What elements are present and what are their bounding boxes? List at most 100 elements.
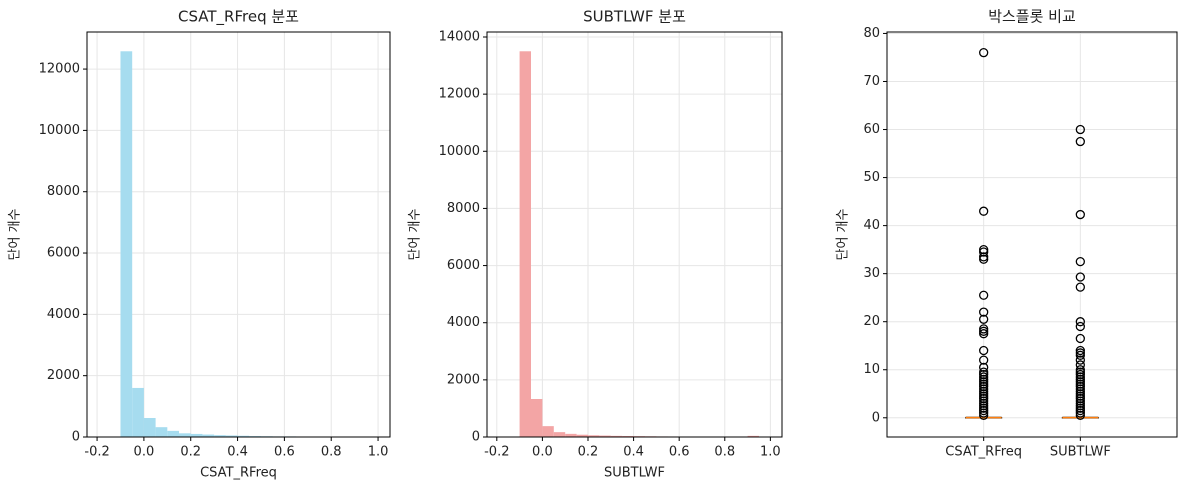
histogram-bar xyxy=(553,432,566,437)
y-tick-label: 10 xyxy=(863,362,880,377)
histogram-bar xyxy=(237,435,250,437)
y-tick-label: 0 xyxy=(72,430,80,445)
histogram-bar xyxy=(179,433,191,437)
y-tick-label: 2000 xyxy=(47,368,80,383)
outlier xyxy=(1075,348,1085,358)
y-tick-label: 12000 xyxy=(39,62,80,77)
x-tick-label: 1.0 xyxy=(368,445,389,460)
outlier xyxy=(1075,391,1085,401)
axes-frame xyxy=(86,31,391,438)
y-tick-label: 4000 xyxy=(447,315,480,330)
outlier xyxy=(1075,282,1085,292)
outlier xyxy=(979,393,989,404)
outlier xyxy=(1075,396,1085,406)
outlier xyxy=(1075,372,1085,382)
x-tick-label: 0.6 xyxy=(669,445,690,460)
outlier xyxy=(1075,405,1085,416)
outlier xyxy=(979,408,989,418)
outlier xyxy=(979,324,989,334)
histogram-bar xyxy=(202,434,215,437)
outlier xyxy=(1075,360,1085,370)
histogram-bar xyxy=(530,399,543,437)
outlier xyxy=(979,405,989,416)
histogram-bar xyxy=(576,434,588,437)
outlier xyxy=(979,367,989,377)
chart-title: SUBTLWF 분포 xyxy=(583,8,686,26)
y-tick-label: 20 xyxy=(863,314,880,329)
outlier xyxy=(1075,350,1085,360)
axes-frame xyxy=(486,31,783,438)
y-tick-label: 14000 xyxy=(439,30,480,45)
x-tick-label: 0.8 xyxy=(321,445,342,460)
x-tick-label: 0.4 xyxy=(623,445,644,460)
histogram-bar xyxy=(599,435,611,437)
outlier xyxy=(1075,256,1085,267)
outlier xyxy=(979,381,989,392)
x-axis-label: SUBTLWF xyxy=(604,466,665,481)
outlier xyxy=(979,379,989,389)
outlier xyxy=(1075,384,1085,394)
outlier xyxy=(979,290,989,300)
outlier xyxy=(1075,272,1085,282)
x-tick-label: -0.2 xyxy=(484,445,509,460)
outlier xyxy=(1075,401,1085,411)
x-tick-label: 0.2 xyxy=(578,445,599,460)
y-tick-label: 50 xyxy=(863,170,880,185)
y-tick-label: 6000 xyxy=(447,258,480,273)
outlier xyxy=(1075,209,1085,220)
chart-title: 박스플롯 비교 xyxy=(988,8,1076,26)
histogram-bar xyxy=(155,427,168,437)
x-axis-label: CSAT_RFreq xyxy=(200,466,277,481)
outlier xyxy=(979,48,989,58)
outlier xyxy=(979,386,989,397)
outlier xyxy=(979,391,989,401)
outlier xyxy=(979,206,989,216)
outlier xyxy=(979,398,989,409)
outlier xyxy=(979,345,989,356)
histogram-bar xyxy=(542,426,554,437)
outlier xyxy=(979,389,989,399)
outlier xyxy=(979,244,989,255)
outlier xyxy=(979,355,989,365)
outlier xyxy=(979,362,989,372)
x-tick-label: 0.2 xyxy=(180,445,201,460)
y-tick-label: 12000 xyxy=(439,87,480,102)
outlier xyxy=(1075,398,1085,409)
outlier xyxy=(1075,377,1085,387)
outlier xyxy=(1075,365,1085,375)
y-tick-label: 8000 xyxy=(447,201,480,216)
x-tick-label: 0.0 xyxy=(532,445,553,460)
histogram-bar xyxy=(214,435,226,437)
outlier xyxy=(979,247,989,257)
y-tick-label: 10000 xyxy=(439,144,480,159)
histogram-bar xyxy=(565,433,577,437)
y-tick-label: 4000 xyxy=(47,307,80,322)
x-tick-label: 0.6 xyxy=(274,445,295,460)
y-tick-label: 6000 xyxy=(47,246,80,261)
outlier xyxy=(1075,386,1085,397)
outlier xyxy=(1075,408,1085,418)
outlier xyxy=(979,403,989,413)
histogram-bar xyxy=(587,435,600,437)
chart-title: CSAT_RFreq 분포 xyxy=(178,8,299,27)
outlier xyxy=(979,314,989,324)
histogram-bar xyxy=(225,435,238,437)
outlier xyxy=(1075,381,1085,392)
outlier xyxy=(979,307,989,317)
y-tick-label: 0 xyxy=(472,430,480,445)
outlier xyxy=(1075,393,1085,404)
outlier xyxy=(979,372,989,382)
outlier xyxy=(979,369,989,380)
outlier xyxy=(979,329,989,339)
y-axis-label: 단어 개수 xyxy=(408,208,423,260)
outlier xyxy=(979,374,989,384)
outlier xyxy=(979,410,989,421)
y-tick-label: 8000 xyxy=(47,184,80,199)
outlier xyxy=(1075,403,1085,413)
histogram-bar xyxy=(132,387,144,437)
outlier xyxy=(1075,136,1085,147)
outlier xyxy=(979,377,989,387)
y-axis-label: 단어 개수 xyxy=(8,208,23,260)
outlier xyxy=(1075,410,1085,421)
